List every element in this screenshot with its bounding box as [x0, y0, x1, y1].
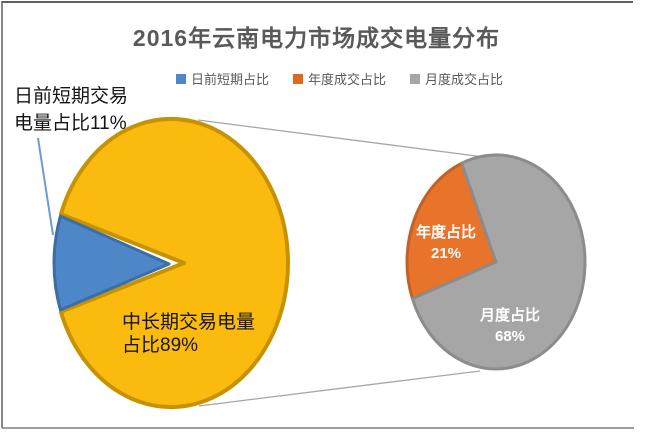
legend-label-monthly: 月度成交占比	[425, 72, 504, 87]
callout-line1: 日前短期交易	[14, 86, 129, 107]
main-pie-label-line1: 中长期交易电量	[122, 312, 256, 333]
main-pie-slice-midlongterm-89pct	[58, 117, 290, 409]
legend-item-annual: 年度成交占比	[292, 69, 386, 88]
annual-label-value: 21%	[430, 245, 462, 262]
callout-label-dayahead: 日前短期交易 电量占比11%	[14, 83, 128, 137]
main-pie-slice-dayahead-11pct	[52, 214, 171, 312]
main-pie-label-line2: 占比89%	[122, 335, 199, 356]
callout-line2: 电量占比11%	[14, 113, 127, 134]
legend-swatch-blue-icon	[175, 73, 186, 84]
connector-line-top	[197, 119, 485, 158]
legend-item-monthly: 月度成交占比	[410, 69, 503, 88]
monthly-label-text: 月度占比	[479, 307, 540, 324]
secondary-pie-label-annual: 年度占比 21%	[404, 222, 488, 264]
secondary-pie-slice-annual-21pct	[405, 161, 498, 301]
legend-label-annual: 年度成交占比	[307, 72, 386, 87]
legend-swatch-orange-icon	[292, 73, 303, 84]
secondary-pie-label-monthly: 月度占比 68%	[468, 305, 552, 347]
callout-leader-line	[37, 137, 54, 236]
legend: 日前短期占比 年度成交占比 月度成交占比	[0, 69, 645, 88]
chart-title: 2016年云南电力市场成交电量分布	[132, 25, 501, 51]
secondary-pie-slice-monthly-68pct	[410, 153, 587, 371]
connector-line-bottom	[198, 370, 481, 407]
legend-swatch-gray-icon	[410, 73, 420, 84]
legend-item-dayahead: 日前短期占比	[175, 69, 269, 88]
annual-label-text: 年度占比	[415, 224, 476, 241]
monthly-label-value: 68%	[494, 328, 526, 345]
legend-label-dayahead: 日前短期占比	[190, 72, 269, 87]
main-pie-label-midlongterm: 中长期交易电量 占比89%	[122, 311, 255, 357]
